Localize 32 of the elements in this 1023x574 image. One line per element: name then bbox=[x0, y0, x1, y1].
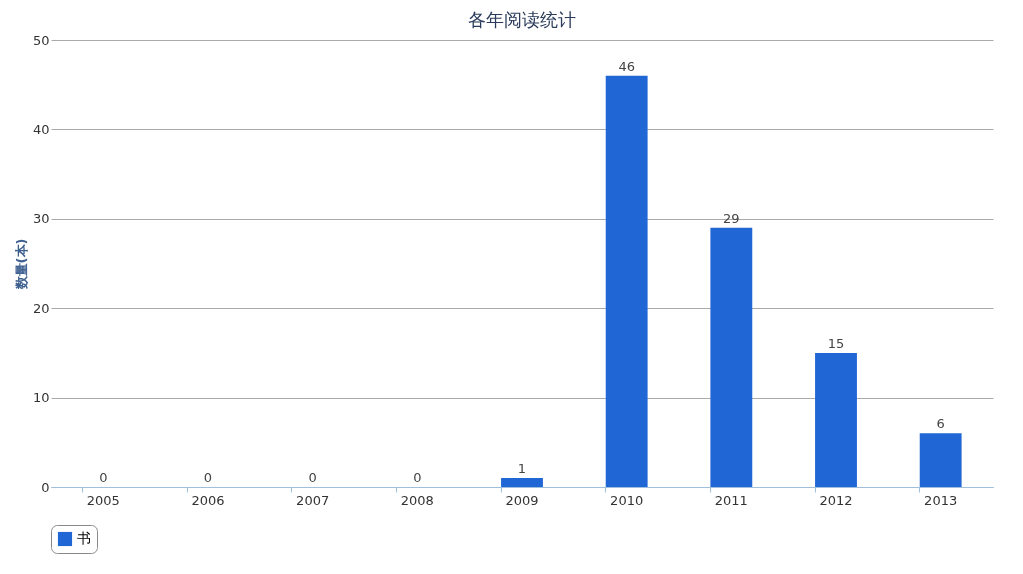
y-tick-label: 40 bbox=[32, 121, 50, 137]
bar bbox=[815, 352, 857, 487]
x-tick-label: 2011 bbox=[714, 492, 748, 508]
y-tick-label: 30 bbox=[32, 211, 50, 227]
x-tick-label: 2012 bbox=[819, 492, 853, 508]
bar bbox=[710, 227, 753, 487]
chart-title: 各年阅读统计 bbox=[468, 9, 576, 30]
legend-label: 书 bbox=[77, 530, 91, 546]
data-label: 0 bbox=[99, 470, 108, 485]
data-label: 29 bbox=[723, 210, 740, 226]
x-tick-label: 2005 bbox=[86, 492, 120, 508]
bar bbox=[919, 433, 962, 487]
bar bbox=[501, 478, 543, 487]
data-label: 1 bbox=[517, 461, 527, 477]
y-tick-label: 10 bbox=[32, 390, 50, 406]
data-label: 0 bbox=[203, 470, 213, 485]
bar bbox=[605, 75, 648, 487]
data-label: 46 bbox=[618, 58, 635, 74]
x-tick-label: 2010 bbox=[610, 492, 644, 508]
y-tick-label: 50 bbox=[32, 32, 50, 48]
x-tick-label: 2008 bbox=[400, 492, 434, 508]
x-tick-label: 2007 bbox=[296, 492, 330, 508]
data-label: 0 bbox=[308, 470, 317, 485]
x-tick-label: 2009 bbox=[505, 492, 539, 508]
y-tick-label: 0 bbox=[41, 479, 50, 495]
x-tick-label: 2013 bbox=[924, 492, 958, 508]
y-tick-label: 20 bbox=[32, 300, 50, 316]
data-label: 6 bbox=[936, 416, 945, 432]
y-axis-title: 数量(本) bbox=[13, 238, 29, 291]
data-label: 15 bbox=[827, 335, 845, 351]
data-label: 0 bbox=[413, 470, 422, 485]
x-tick-label: 2006 bbox=[191, 492, 225, 508]
